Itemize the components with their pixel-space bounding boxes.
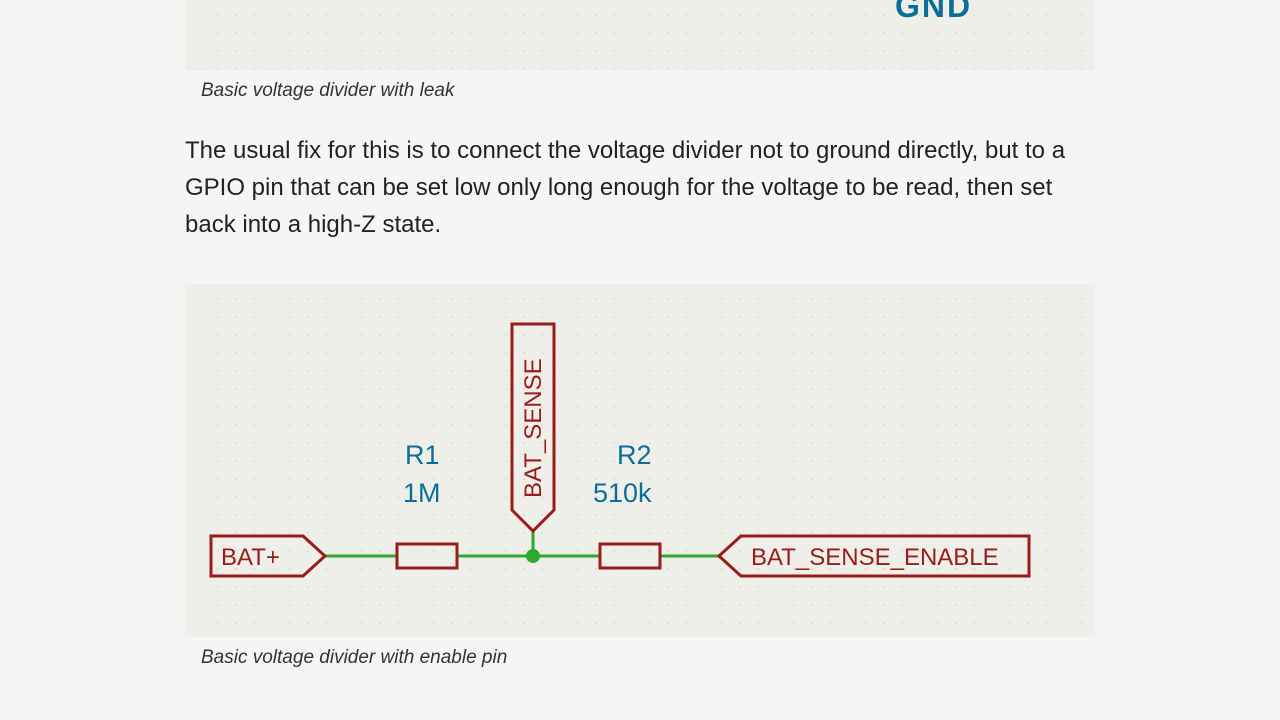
figure-main: BAT+ R1 1M BAT_SENSE R2 510k bbox=[185, 284, 1095, 637]
figure-top-caption: Basic voltage divider with leak bbox=[201, 80, 1095, 102]
figure-main-caption: Basic voltage divider with enable pin bbox=[201, 647, 1095, 669]
dot-grid bbox=[185, 284, 1095, 637]
gnd-label: GND bbox=[895, 0, 972, 25]
body-paragraph: The usual fix for this is to connect the… bbox=[185, 132, 1095, 244]
figure-top: GND bbox=[185, 0, 1095, 70]
